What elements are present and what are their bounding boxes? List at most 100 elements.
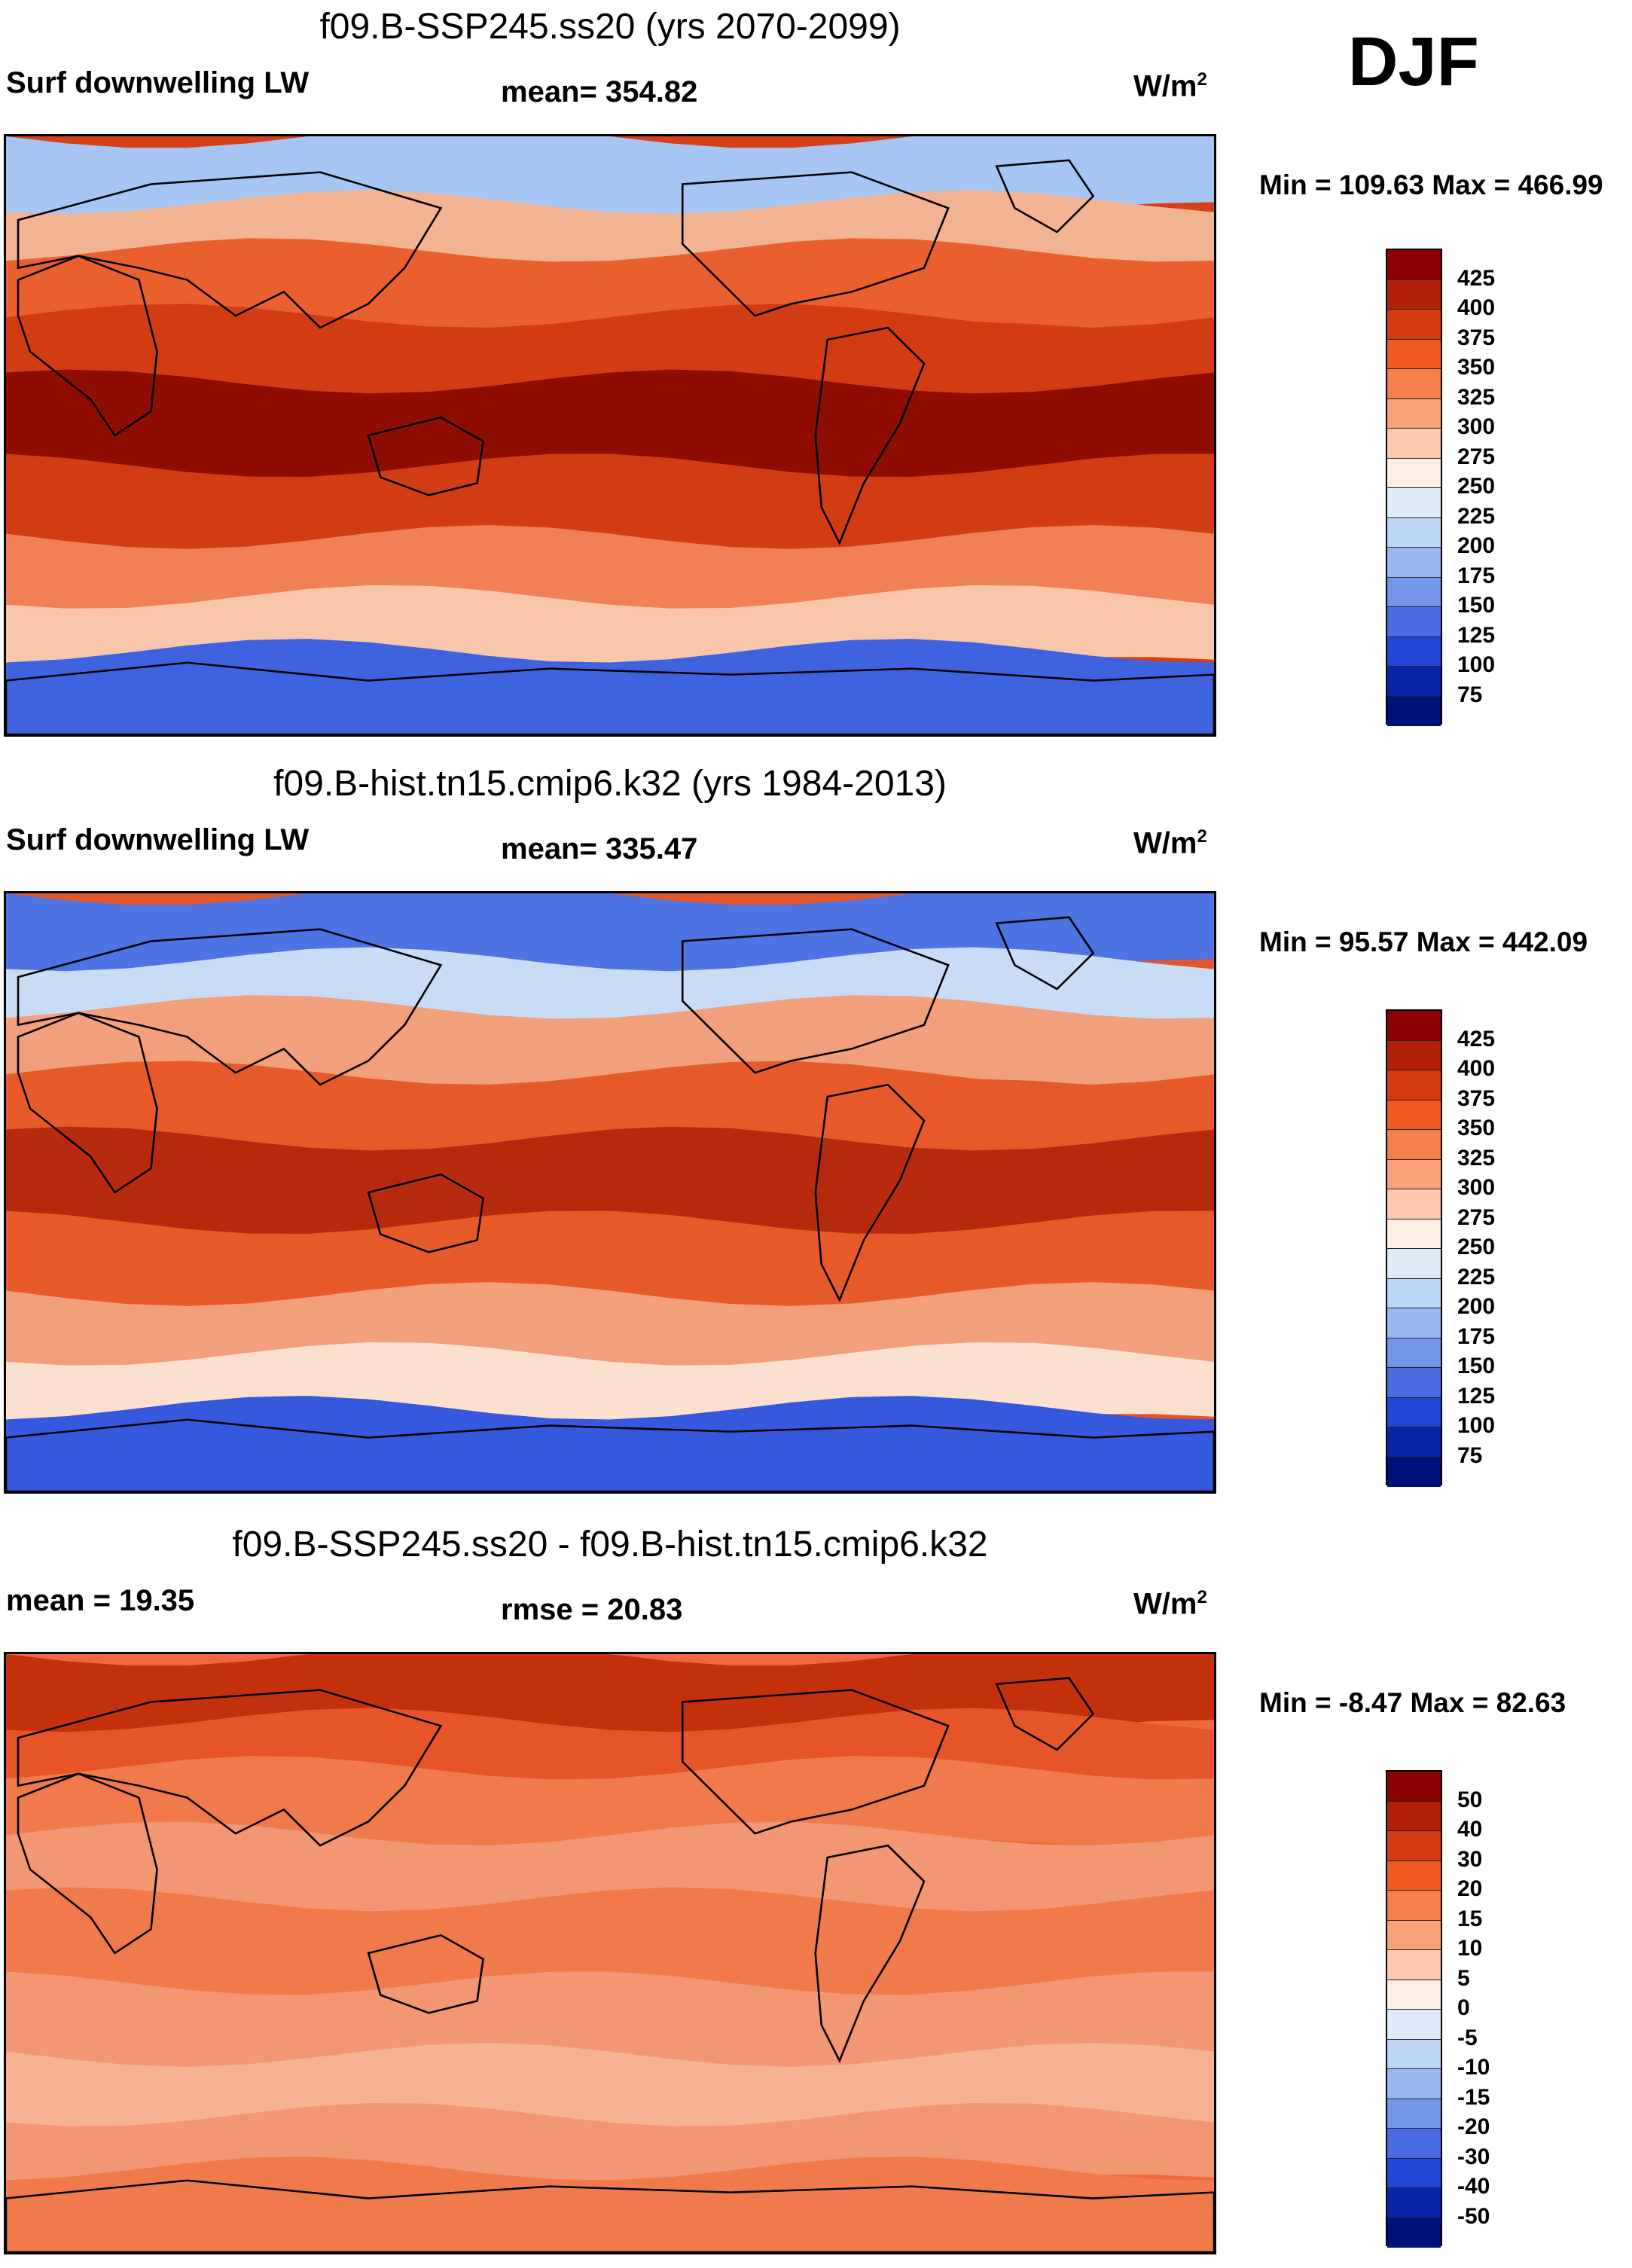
colorbar-tick-label: 0 — [1457, 1995, 1470, 2020]
colorbar-segment — [1387, 369, 1441, 399]
coastline — [17, 1012, 158, 1194]
colorbar-segment — [1387, 1219, 1441, 1249]
colorbar-tick-label: 40 — [1457, 1817, 1483, 1842]
colorbar-tick-label: 75 — [1457, 682, 1483, 707]
map-field — [6, 136, 1214, 734]
colorbar-segment — [1387, 2158, 1441, 2188]
colorbar-segment — [1387, 1308, 1441, 1339]
coastline — [367, 416, 484, 496]
colorbar-tick-label: 275 — [1457, 444, 1496, 469]
min-max-label: Min = 95.57 Max = 442.09 — [1259, 926, 1588, 957]
units-exponent: 2 — [1197, 69, 1207, 90]
stat-label: mean= 354.82 — [501, 75, 698, 108]
colorbar-segment — [1387, 1772, 1441, 1802]
colorbar-tick-label: 375 — [1457, 1085, 1496, 1111]
colorbar-segment — [1387, 1860, 1441, 1891]
contour-map — [4, 891, 1216, 1494]
colorbar-segment — [1387, 2188, 1441, 2218]
coastline — [367, 1173, 484, 1253]
colorbar-segment — [1387, 279, 1441, 310]
colorbar-tick-label: 30 — [1457, 1846, 1483, 1872]
colorbar-tick-label: 200 — [1457, 533, 1496, 558]
colorbar-segment — [1387, 517, 1441, 548]
colorbar-segment — [1387, 1920, 1441, 1950]
colorbar-tick-label: 350 — [1457, 355, 1496, 380]
coastline — [995, 1677, 1095, 1751]
colorbar-segment — [1387, 2129, 1441, 2159]
colorbar-tick-label: 200 — [1457, 1294, 1496, 1319]
colorbar-tick-label: 125 — [1457, 622, 1496, 648]
colorbar-tick-label: 150 — [1457, 1354, 1496, 1378]
colorbar-tick-label: 350 — [1457, 1116, 1496, 1140]
colorbar-segment — [1387, 2069, 1441, 2099]
coastline — [814, 1083, 926, 1303]
colorbar-tick-label: 325 — [1457, 384, 1496, 410]
panel-title: f09.B-SSP245.ss20 - f09.B-hist.tn15.cmip… — [232, 1525, 988, 1564]
coastline — [17, 1772, 158, 1955]
colorbar-segment — [1387, 1801, 1441, 1831]
units-exponent: 2 — [1197, 826, 1207, 847]
colorbar-segment — [1387, 1011, 1441, 1041]
colorbar-tick-label: -5 — [1457, 2025, 1478, 2050]
coastline — [681, 928, 950, 1074]
contour-map — [4, 1652, 1216, 2254]
colorbar-segment — [1387, 1189, 1441, 1219]
coastline — [814, 326, 926, 546]
coastline — [17, 928, 443, 1086]
units-label: W/m2 — [1133, 826, 1207, 860]
colorbar-tick-label: 425 — [1457, 1026, 1496, 1052]
colorbar-tick-label: 20 — [1457, 1876, 1483, 1901]
colorbar-segment — [1387, 577, 1441, 607]
units-base: W/m — [1133, 1587, 1197, 1621]
colorbar-tick-label: 175 — [1457, 563, 1496, 588]
colorbar — [1386, 1770, 1442, 2248]
colorbar-tick-label: 300 — [1457, 1175, 1496, 1200]
panel-title: f09.B-SSP245.ss20 (yrs 2070-2099) — [319, 7, 901, 47]
coastline — [995, 916, 1095, 991]
stat-label: rmse = 20.83 — [501, 1593, 683, 1626]
colorbar-tick-label: 425 — [1457, 265, 1496, 291]
colorbar-tick-label: 400 — [1457, 295, 1496, 320]
stat-label: mean= 335.47 — [501, 832, 698, 865]
contour-band — [6, 1887, 1214, 2019]
panel-title: f09.B-hist.tn15.cmip6.k32 (yrs 1984-2013… — [273, 764, 947, 804]
colorbar-tick-label: 10 — [1457, 1936, 1483, 1961]
colorbar — [1386, 249, 1442, 726]
map-field — [6, 893, 1214, 1491]
colorbar-segment — [1387, 1159, 1441, 1189]
contour-band — [6, 2157, 1214, 2252]
units-exponent: 2 — [1197, 1587, 1207, 1607]
variable-label: Surf downwelling LW — [6, 823, 310, 856]
colorbar-tick-label: 250 — [1457, 474, 1496, 499]
colorbar-tick-label: 175 — [1457, 1323, 1496, 1349]
colorbar-segment — [1387, 1980, 1441, 2010]
colorbar-tick-label: 100 — [1457, 1413, 1496, 1438]
coastline — [681, 1689, 950, 1835]
units-base: W/m — [1133, 826, 1197, 860]
colorbar-segment — [1387, 1338, 1441, 1368]
units-label: W/m2 — [1133, 1587, 1207, 1621]
colorbar-segment — [1387, 1397, 1441, 1427]
units-base: W/m — [1133, 69, 1197, 103]
coastline — [17, 1689, 443, 1847]
colorbar-segment — [1387, 2010, 1441, 2040]
colorbar-tick-label: 125 — [1457, 1383, 1496, 1409]
contour-band — [6, 639, 1214, 734]
coastline — [6, 1418, 1214, 1491]
colorbar-segment — [1387, 607, 1441, 637]
colorbar-segment — [1387, 1070, 1441, 1100]
colorbar-segment — [1387, 1831, 1441, 1861]
colorbar-segment — [1387, 636, 1441, 667]
colorbar-tick-label: -50 — [1457, 2203, 1490, 2229]
colorbar-tick-label: 250 — [1457, 1235, 1496, 1259]
colorbar-segment — [1387, 339, 1441, 369]
colorbar-segment — [1387, 1368, 1441, 1398]
colorbar-segment — [1387, 667, 1441, 697]
coastline — [6, 661, 1214, 734]
variable-label: mean = 19.35 — [6, 1584, 195, 1617]
colorbar-segment — [1387, 1040, 1441, 1070]
colorbar-tick-label: 275 — [1457, 1204, 1496, 1230]
colorbar-segment — [1387, 548, 1441, 578]
min-max-label: Min = 109.63 Max = 466.99 — [1259, 169, 1603, 200]
colorbar-segment — [1387, 696, 1441, 726]
